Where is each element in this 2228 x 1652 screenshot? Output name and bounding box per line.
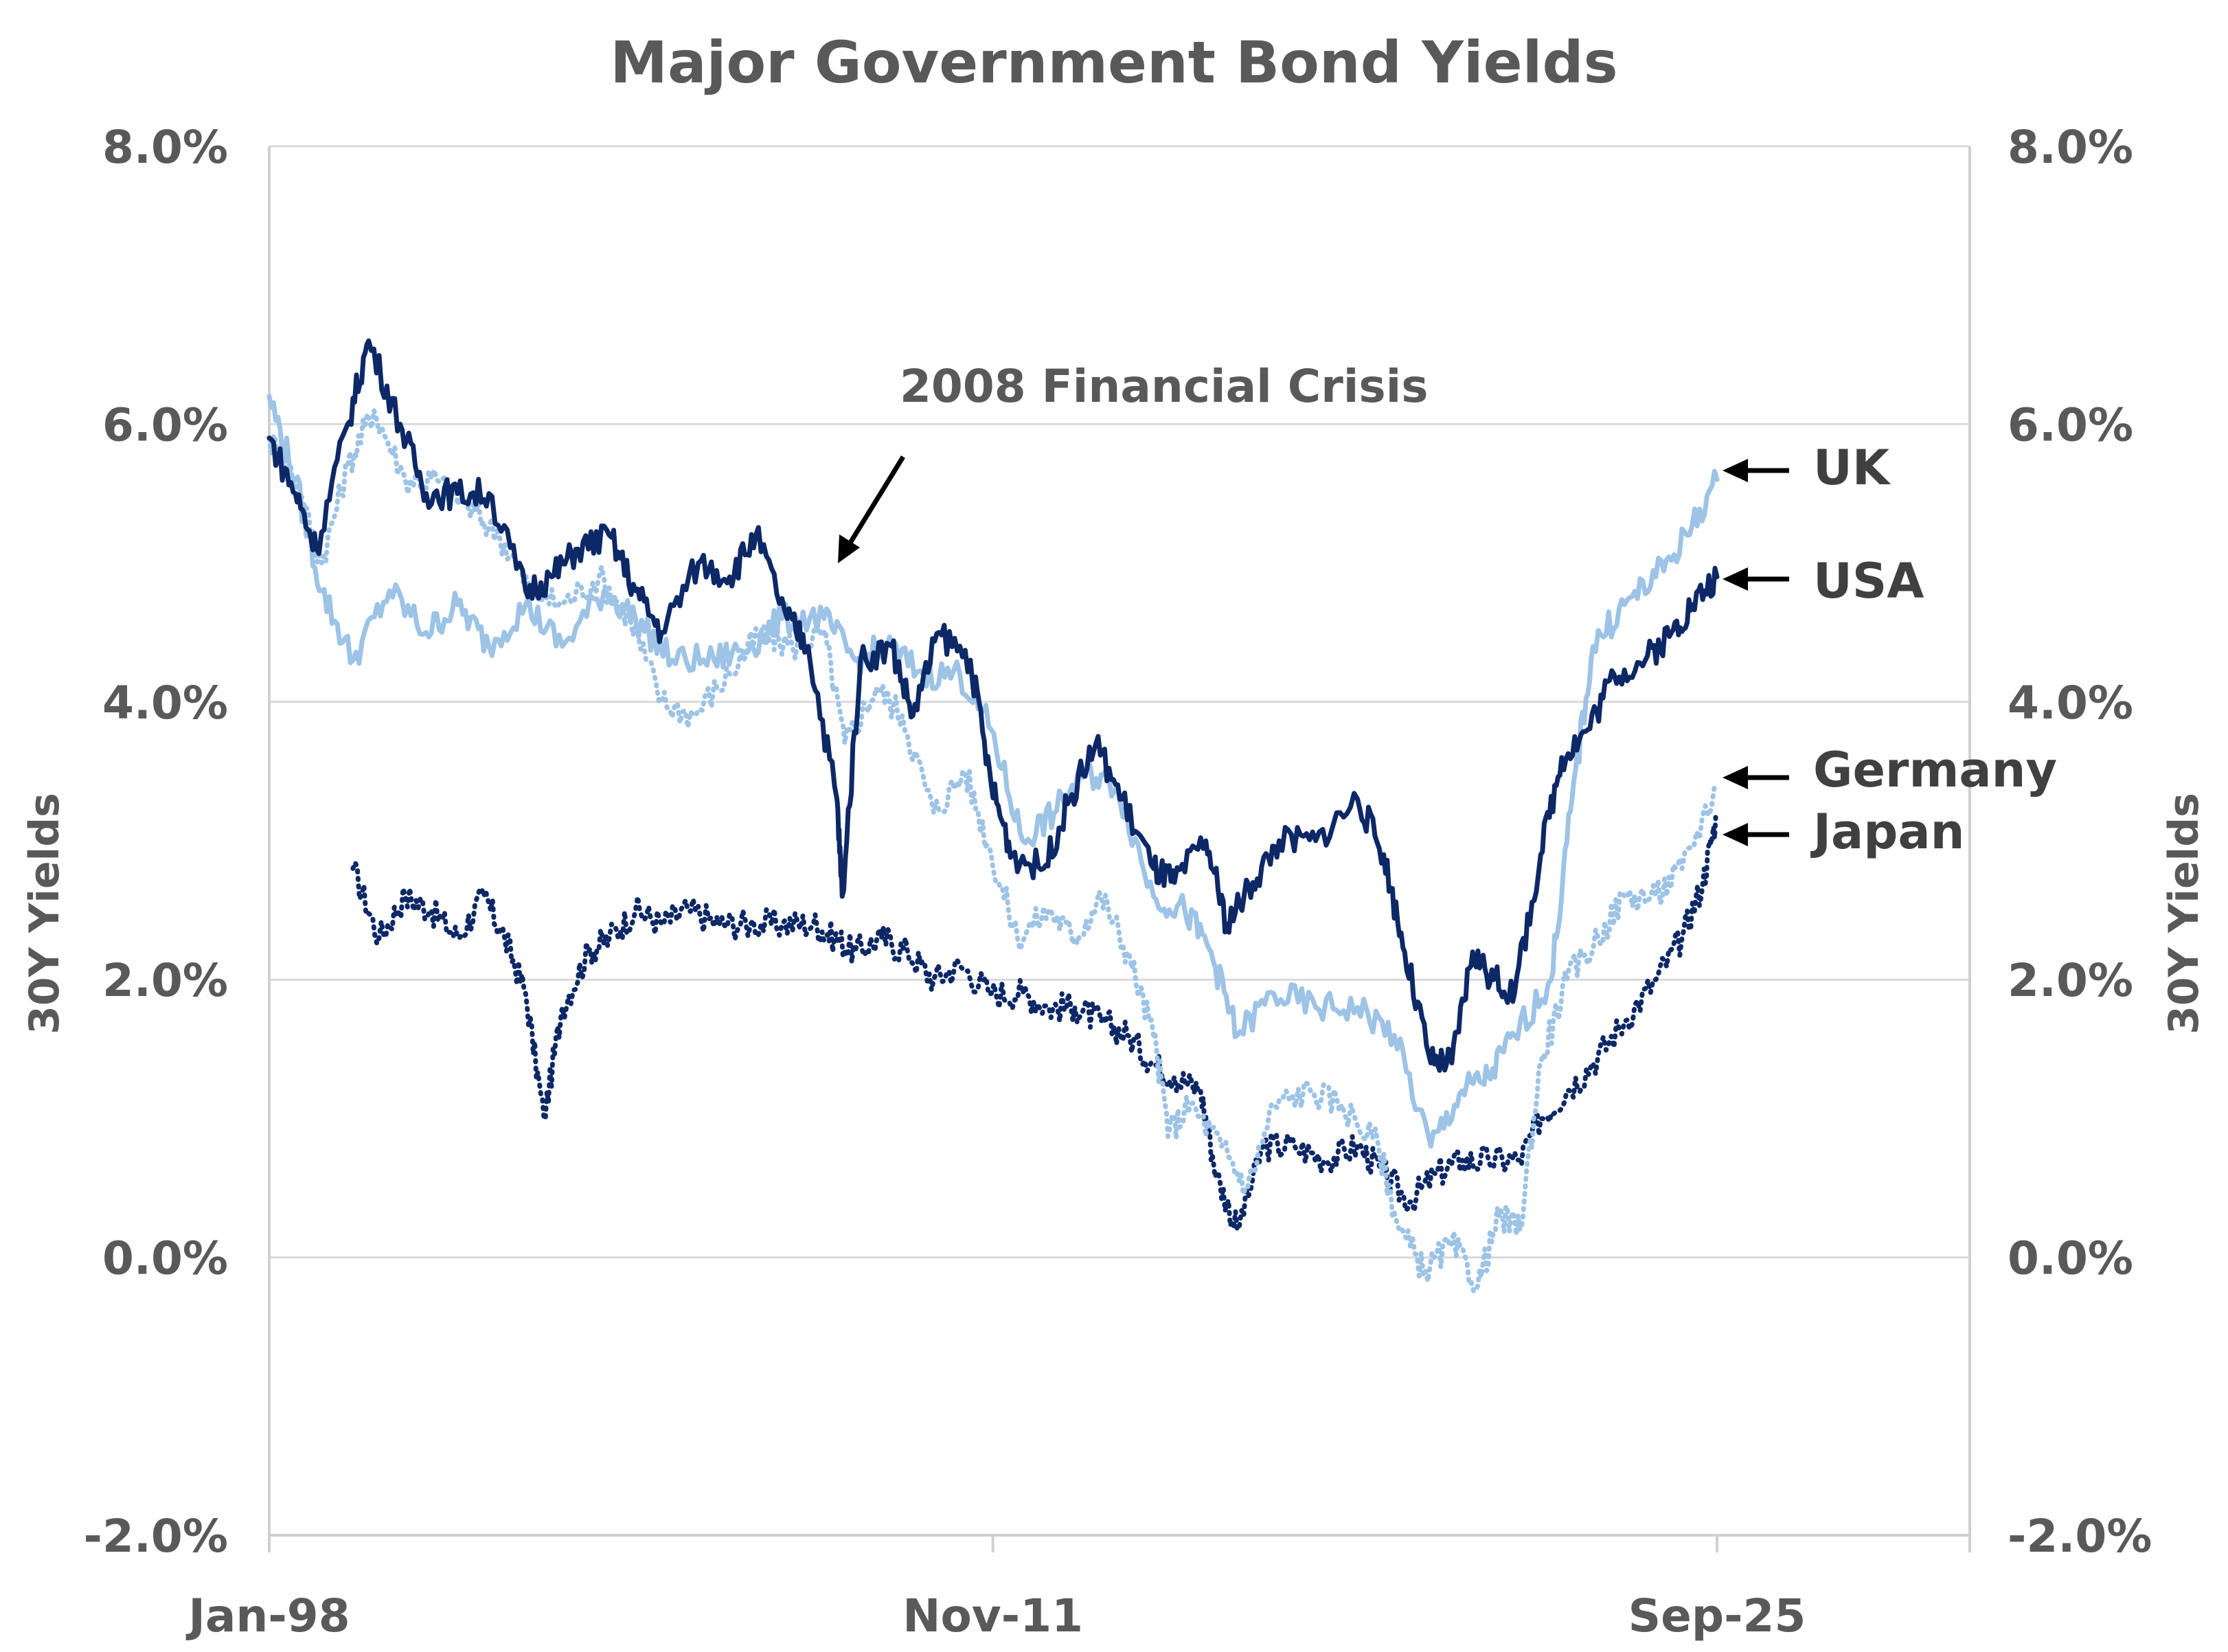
x-tick-label: Nov-11 [902,1589,1083,1642]
y-tick-label-right: 4.0% [2008,677,2133,729]
series-line-germany [266,407,1720,1293]
series-label-germany: Germany [1813,742,2057,798]
y-tick-label-left: 0.0% [102,1232,228,1285]
series-line-usa [266,338,1720,1073]
x-tick-label: Jan-98 [185,1589,350,1642]
chart-title: Major Government Bond Yields [610,29,1617,96]
series-labels: UK USA Germany Japan [1723,440,2057,860]
series-lines [266,338,1720,1293]
y-tick-label-left: -2.0% [84,1510,228,1563]
y-tick-label-right: 2.0% [2008,954,2133,1007]
y-tick-label-left: 2.0% [102,954,228,1007]
y-tick-labels-left: -2.0% 0.0% 2.0% 4.0% 6.0% 8.0% [84,121,228,1563]
gridlines [269,145,1970,1537]
annotation-2008-financial-crisis: 2008 Financial Crisis [900,360,1429,413]
y-tick-label-left: 8.0% [102,121,228,174]
series-label-arrow-head [1723,459,1748,482]
y-tick-label-left: 6.0% [102,398,228,451]
series-label-arrow-head [1723,823,1748,846]
axes [268,146,1971,1537]
annotation-arrow [846,455,905,547]
y-tick-label-right: -2.0% [2008,1510,2152,1563]
x-tick-label: Sep-25 [1628,1589,1806,1642]
series-label-arrow-head [1723,567,1748,591]
y-tick-label-left: 4.0% [102,677,228,729]
annotation-arrow-head [838,534,860,563]
series-line-japan [350,811,1720,1232]
series-label-japan: Japan [1810,804,1964,860]
series-label-uk: UK [1813,440,1891,496]
series-label-usa: USA [1813,553,1924,609]
y-axis-title-right: 30Y Yields [2160,793,2208,1034]
x-tick-labels: Jan-98 Nov-11 Sep-25 [185,1535,1971,1642]
y-axis-title-left: 30Y Yields [21,793,69,1034]
series-label-arrow-head [1723,766,1748,789]
series-line-uk [266,394,1720,1149]
y-tick-label-right: 6.0% [2008,398,2133,451]
y-tick-label-right: 0.0% [2008,1232,2133,1285]
y-tick-labels-right: -2.0% 0.0% 2.0% 4.0% 6.0% 8.0% [2008,121,2152,1563]
y-tick-label-right: 8.0% [2008,121,2133,174]
